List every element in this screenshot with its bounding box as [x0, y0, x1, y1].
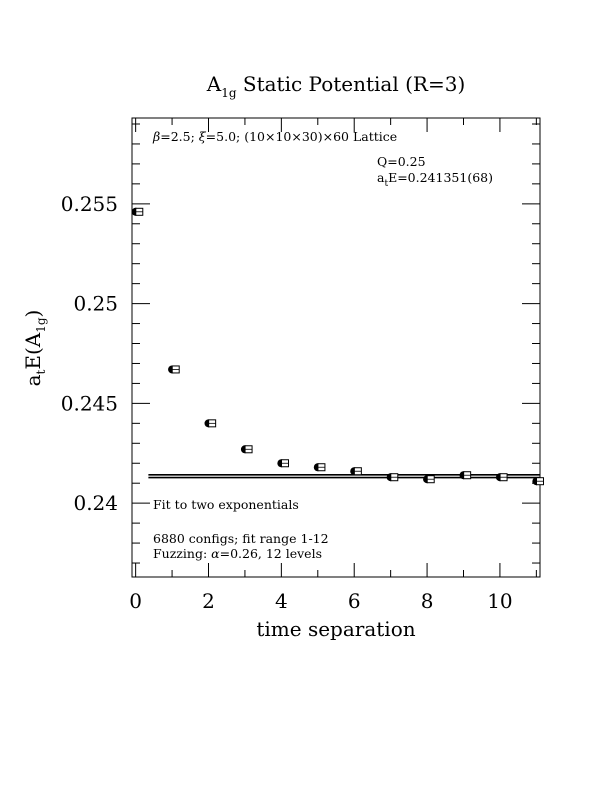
lattice-rest: =5.0; (10×10×30)×60 Lattice — [206, 129, 398, 144]
axis-ticks — [132, 118, 540, 577]
x-tick-label: 0 — [129, 589, 142, 613]
chart-title-sub: 1g — [221, 86, 237, 100]
x-tick-label: 2 — [202, 589, 215, 613]
y-label-a: a — [21, 374, 45, 386]
y-label-t: t — [34, 369, 48, 374]
data-points — [131, 207, 544, 486]
configs-annotation: 6880 configs; fit range 1-12 — [153, 531, 329, 546]
x-tick-label: 8 — [421, 589, 434, 613]
y-tick-label: 0.255 — [61, 192, 118, 216]
fuzzing-annotation: Fuzzing: α=0.26, 12 levels — [153, 546, 322, 561]
energy-value: E=0.241351(68) — [388, 170, 493, 185]
x-axis-label: time separation — [256, 617, 415, 641]
fuzzing-prefix: Fuzzing: — [153, 546, 211, 561]
chart-title-main: A — [206, 72, 222, 96]
q-annotation: Q=0.25 — [377, 154, 426, 169]
fit-band — [148, 474, 540, 479]
lattice-beta: β — [152, 129, 160, 144]
chart-title: A1g Static Potential (R=3) — [206, 72, 466, 100]
y-tick-label: 0.25 — [73, 292, 118, 316]
lattice-beta-value: =2.5; — [160, 129, 199, 144]
x-tick-label: 6 — [348, 589, 361, 613]
lattice-annotation: β=2.5; ξ=5.0; (10×10×30)×60 Lattice — [152, 129, 397, 144]
energy-t: t — [384, 179, 388, 189]
energy-annotation: atE=0.241351(68) — [377, 170, 493, 189]
y-label-end: ) — [21, 310, 45, 318]
fuzzing-alpha: α — [211, 546, 220, 561]
lattice-xi: ξ — [199, 129, 207, 144]
fit-annotation: Fit to two exponentials — [153, 497, 299, 512]
y-tick-label: 0.24 — [73, 491, 118, 515]
energy-a: a — [377, 170, 385, 185]
y-tick-label: 0.245 — [61, 391, 118, 415]
y-label-sub: 1g — [34, 317, 48, 333]
chart-title-rest: Static Potential (R=3) — [237, 72, 466, 96]
plot-frame — [131, 117, 541, 578]
x-tick-label: 4 — [275, 589, 288, 613]
y-axis-label: atE(A1g) — [21, 310, 48, 387]
y-label-mid: E(A — [21, 332, 45, 369]
fuzzing-rest: =0.26, 12 levels — [220, 546, 322, 561]
axis-tick-labels: 0 2 4 6 8 10 0.24 0.245 0.25 0.255 — [61, 192, 513, 613]
x-tick-label: 10 — [487, 589, 512, 613]
